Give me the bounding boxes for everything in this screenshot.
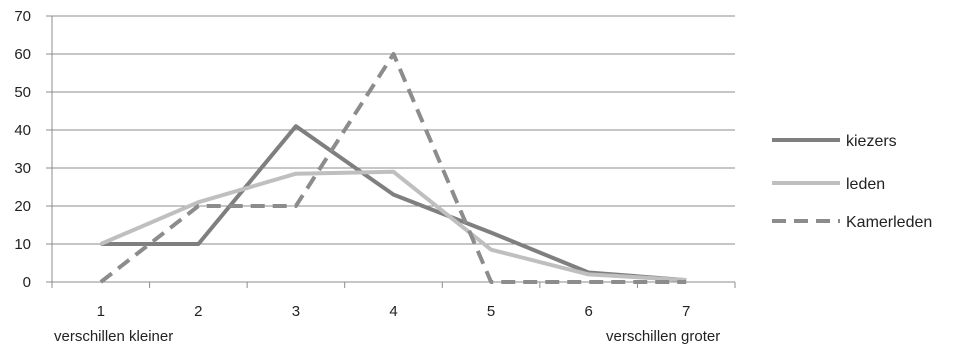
y-tick-label-30: 30 bbox=[14, 160, 31, 177]
y-tick-label-20: 20 bbox=[14, 198, 31, 215]
axis-notes: verschillen kleiner verschillen groter bbox=[54, 328, 720, 345]
x-tick-label-1: 1 bbox=[97, 303, 105, 320]
x-tick-label-3: 3 bbox=[292, 303, 300, 320]
series-line-kiezers bbox=[100, 124, 687, 283]
gridlines bbox=[52, 15, 735, 245]
y-tick-label-50: 50 bbox=[14, 84, 31, 101]
y-tick-label-40: 40 bbox=[14, 122, 31, 139]
y-tick-label-10: 10 bbox=[14, 236, 31, 253]
y-tick-label-60: 60 bbox=[14, 46, 31, 63]
series-line-leden bbox=[100, 169, 687, 283]
x-tick-label-2: 2 bbox=[194, 303, 202, 320]
x-tick-label-4: 4 bbox=[389, 303, 397, 320]
axis-note-left: verschillen kleiner bbox=[54, 328, 173, 345]
series-line-kamerleden bbox=[99, 52, 687, 284]
tick-labels: 0 10 20 30 40 50 60 70 1 2 3 4 5 6 7 bbox=[14, 8, 690, 320]
y-tick-label-70: 70 bbox=[14, 8, 31, 25]
x-tick-label-7: 7 bbox=[682, 303, 690, 320]
legend-label-kamerleden: Kamerleden bbox=[846, 214, 932, 231]
axis-note-right: verschillen groter bbox=[606, 328, 720, 345]
legend-label-kiezers: kiezers bbox=[846, 133, 897, 150]
legend: kiezers leden Kamerleden bbox=[772, 133, 932, 231]
x-tick-label-6: 6 bbox=[584, 303, 592, 320]
series-lines bbox=[99, 52, 687, 284]
y-tick-label-0: 0 bbox=[23, 274, 31, 291]
legend-label-leden: leden bbox=[846, 176, 885, 193]
x-tick-label-5: 5 bbox=[487, 303, 495, 320]
